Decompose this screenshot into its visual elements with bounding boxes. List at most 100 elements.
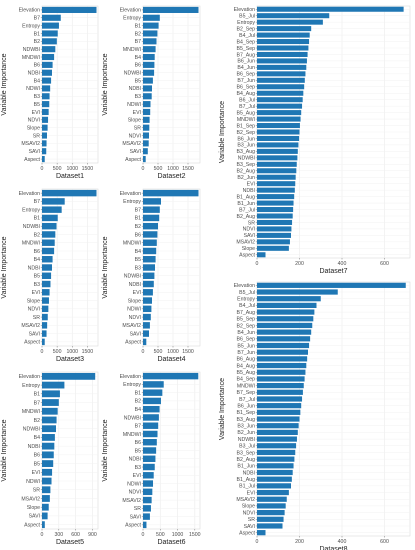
bar bbox=[42, 451, 54, 459]
x-tick-label: 1500 bbox=[182, 166, 194, 172]
category-label: MSAVI2 bbox=[122, 323, 141, 329]
category-label: B4 bbox=[135, 407, 141, 413]
y-axis-title: Variable Importance bbox=[1, 53, 8, 115]
bar bbox=[257, 322, 313, 329]
category-label: Aspect bbox=[125, 157, 141, 163]
x-axis-title: Dataset6 bbox=[157, 539, 185, 546]
category-label: B7 bbox=[34, 199, 40, 205]
y-axis-title: Variable Importance bbox=[219, 378, 226, 440]
category-label: MSAVI2 bbox=[122, 141, 141, 147]
bar bbox=[143, 93, 152, 100]
category-label: B7_Jul bbox=[239, 207, 255, 213]
category-label: B2 bbox=[34, 232, 40, 238]
bar bbox=[257, 483, 291, 489]
chart-panel-4: Elevation Entropy B7 B1 B2 B6 MNDWI B4 B5 B3 NDWBI… bbox=[102, 188, 201, 363]
bar bbox=[257, 187, 295, 193]
category-label: B2 bbox=[135, 399, 141, 405]
bar bbox=[42, 198, 65, 205]
chart-panel-8: ElevationB5_JulEntropyB4_JulB7_AugB5_Sep… bbox=[219, 281, 411, 550]
bar bbox=[143, 61, 155, 68]
category-label: B6_Sep bbox=[237, 85, 256, 91]
bar bbox=[143, 439, 157, 446]
bar bbox=[257, 90, 304, 96]
category-label: B5_Jul bbox=[239, 14, 255, 20]
category-label: NDVI bbox=[243, 510, 255, 516]
bar bbox=[42, 477, 52, 485]
bar bbox=[143, 214, 160, 222]
x-tick-label: 1000 bbox=[172, 532, 184, 538]
bar bbox=[143, 116, 150, 123]
bar bbox=[143, 513, 150, 520]
category-label: B6 bbox=[34, 453, 40, 459]
bar bbox=[42, 495, 50, 502]
category-label: B7_Jul bbox=[239, 397, 255, 403]
category-label: Aspect bbox=[24, 157, 40, 163]
bar bbox=[42, 61, 53, 68]
category-label: Slope bbox=[27, 298, 40, 304]
bar bbox=[257, 19, 323, 25]
category-label: NDWBI bbox=[23, 427, 40, 433]
category-label: SR bbox=[33, 133, 40, 139]
bar bbox=[42, 313, 48, 321]
bar bbox=[257, 194, 295, 200]
bar bbox=[143, 77, 153, 84]
bar bbox=[42, 442, 55, 450]
bar bbox=[42, 381, 65, 389]
category-label: B7_Jul bbox=[239, 104, 255, 110]
category-label: B5 bbox=[135, 448, 141, 454]
category-label: B4_Aug bbox=[237, 91, 256, 97]
category-label: B2_Sep bbox=[237, 26, 256, 32]
category-label: Entropy bbox=[237, 20, 255, 26]
bar bbox=[42, 214, 58, 222]
x-tick-label: 0 bbox=[41, 349, 44, 355]
category-label: EVI bbox=[247, 182, 255, 188]
bar bbox=[257, 84, 305, 90]
category-label: B7_Jun bbox=[237, 78, 255, 84]
bar bbox=[143, 397, 161, 405]
category-label: B1_Aug bbox=[237, 477, 256, 483]
bar bbox=[42, 330, 47, 337]
bar bbox=[143, 372, 199, 380]
category-label: B3 bbox=[135, 465, 141, 471]
category-label: MNDWI bbox=[22, 409, 40, 415]
bar bbox=[143, 101, 151, 108]
x-tick-label: 900 bbox=[88, 532, 97, 538]
bar bbox=[257, 469, 293, 476]
category-label: NDWI bbox=[127, 307, 141, 313]
bar bbox=[257, 110, 302, 116]
category-label: B5_Jun bbox=[237, 343, 255, 349]
category-label: SR bbox=[134, 506, 141, 512]
category-label: B1 bbox=[135, 216, 141, 222]
bar bbox=[42, 521, 45, 529]
x-tick-label: 0 bbox=[142, 166, 145, 172]
bar bbox=[42, 399, 59, 406]
category-label: NDBI bbox=[28, 444, 40, 450]
bar bbox=[257, 369, 306, 375]
x-tick-label: 1000 bbox=[66, 349, 78, 355]
bar bbox=[143, 22, 159, 29]
category-label: B6_Aug bbox=[237, 357, 256, 363]
category-label: Aspect bbox=[239, 530, 255, 536]
x-tick-label: 1500 bbox=[82, 349, 94, 355]
category-label: NDWBI bbox=[23, 224, 40, 230]
y-axis-title: Variable Importance bbox=[1, 236, 8, 298]
bar bbox=[143, 38, 157, 45]
category-label: B1_Jun bbox=[237, 201, 255, 207]
category-label: MNDWI bbox=[237, 383, 255, 389]
category-label: B3_Sep bbox=[237, 450, 256, 456]
bar bbox=[257, 232, 291, 238]
bar bbox=[143, 6, 199, 13]
x-tick-label: 400 bbox=[338, 261, 347, 267]
x-tick-label: 500 bbox=[154, 349, 163, 355]
x-tick-label: 0 bbox=[256, 539, 259, 545]
bar bbox=[143, 108, 151, 116]
bar bbox=[42, 140, 47, 147]
category-label: B2 bbox=[135, 224, 141, 230]
bar bbox=[143, 414, 159, 421]
bar bbox=[42, 53, 55, 61]
category-label: Entropy bbox=[22, 207, 40, 213]
x-tick-label: 600 bbox=[71, 532, 80, 538]
bar bbox=[42, 416, 57, 424]
bar bbox=[257, 302, 317, 309]
category-label: NDWI bbox=[127, 481, 141, 487]
